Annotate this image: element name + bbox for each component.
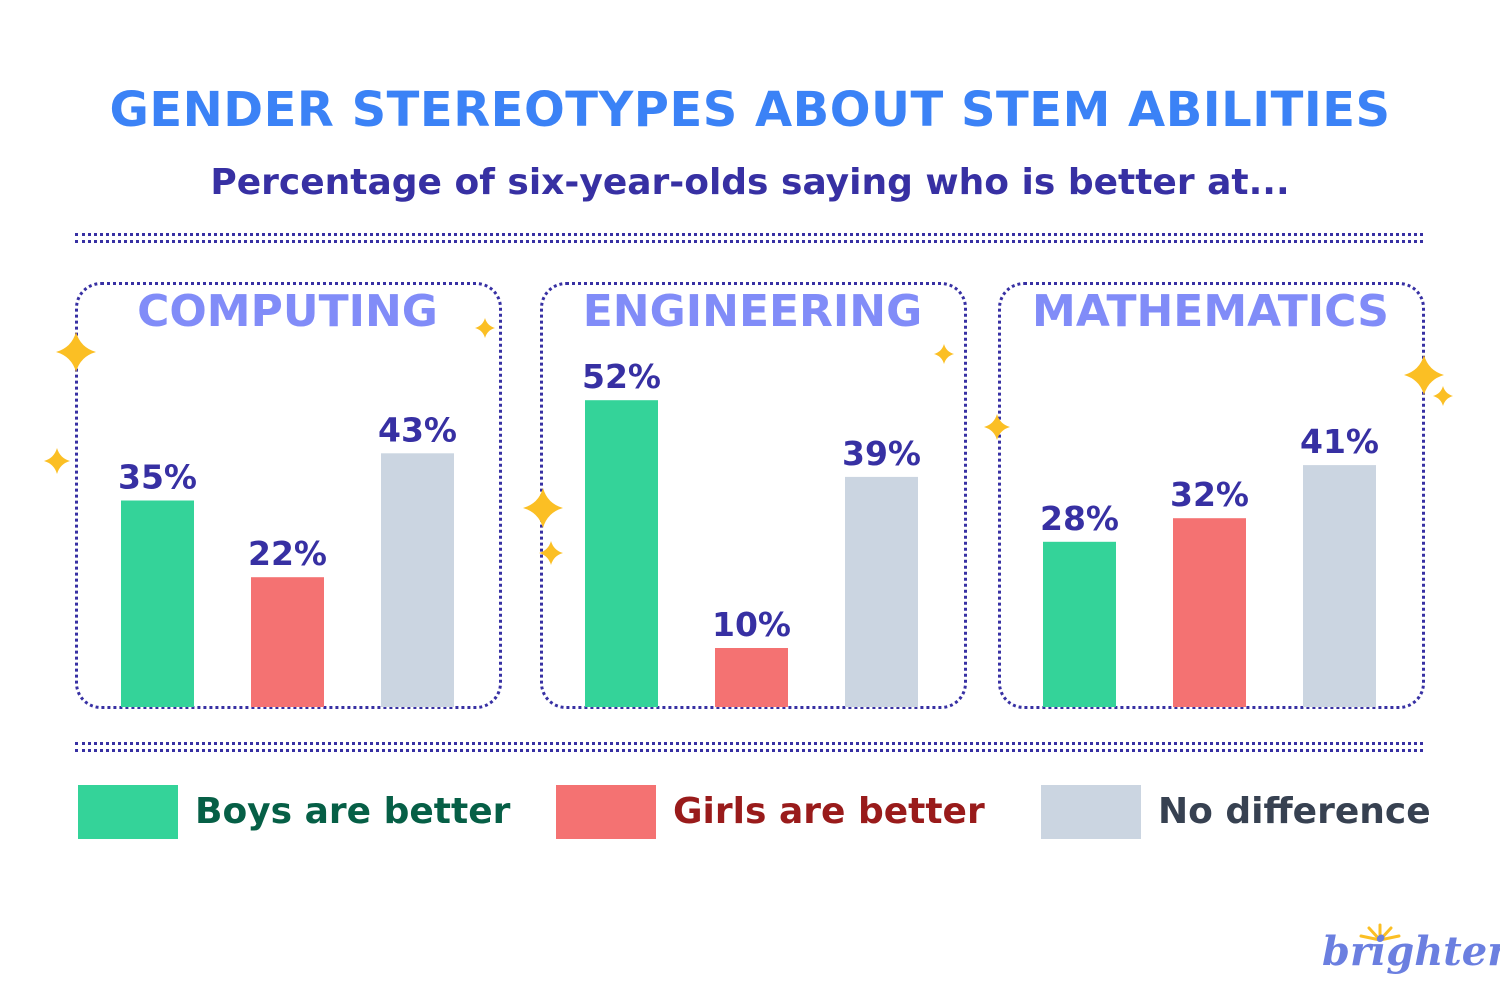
- bar-engineering-0: [585, 400, 658, 707]
- bar-engineering-2: [845, 476, 918, 707]
- bottom-divider: [75, 742, 1423, 752]
- bar-engineering-1: [715, 648, 788, 707]
- sparkle-icon: [984, 414, 1010, 440]
- sparkle-icon: [44, 448, 70, 474]
- panel-title-engineering: ENGINEERING: [582, 286, 923, 337]
- sparkle-icon: [56, 332, 96, 372]
- chart-subtitle: Percentage of six-year-olds saying who i…: [210, 162, 1290, 203]
- legend-swatch-no-difference: [1041, 785, 1141, 839]
- value-label-mathematics-2: 41%: [1300, 422, 1379, 461]
- value-label-engineering-1: 10%: [712, 605, 791, 644]
- legend-label-girls: Girls are better: [673, 791, 985, 832]
- sparkle-icon: [934, 344, 954, 364]
- sparkle-icon: [539, 541, 563, 565]
- sparkle-icon: [523, 488, 563, 528]
- bar-mathematics-1: [1173, 518, 1246, 707]
- panel-title-mathematics: MATHEMATICS: [1032, 286, 1389, 337]
- sparkle-icon: [475, 318, 495, 338]
- value-label-mathematics-1: 32%: [1170, 475, 1249, 514]
- value-label-computing-0: 35%: [118, 458, 197, 497]
- panel-computing: [75, 282, 502, 709]
- bar-computing-2: [381, 453, 454, 707]
- sun-icon: [1359, 923, 1401, 942]
- legend-swatch-boys: [78, 785, 178, 839]
- bar-mathematics-0: [1043, 541, 1116, 707]
- top-divider: [75, 233, 1423, 243]
- brighterly-logo: brighterly: [1322, 928, 1500, 975]
- panel-title-computing: COMPUTING: [137, 286, 438, 337]
- sparkle-icon: [1404, 355, 1444, 395]
- panel-mathematics: [998, 282, 1425, 709]
- legend-label-boys: Boys are better: [195, 791, 511, 832]
- value-label-engineering-2: 39%: [842, 434, 921, 473]
- chart-title: GENDER STEREOTYPES ABOUT STEM ABILITIES: [109, 82, 1391, 138]
- sparkle-icon: [1433, 386, 1453, 406]
- legend-label-no-difference: No difference: [1158, 791, 1431, 832]
- value-label-engineering-0: 52%: [582, 357, 661, 396]
- bar-computing-1: [251, 577, 324, 707]
- legend-swatch-girls: [556, 785, 656, 839]
- bar-mathematics-2: [1303, 465, 1376, 707]
- value-label-computing-2: 43%: [378, 410, 457, 449]
- value-label-computing-1: 22%: [248, 534, 327, 573]
- value-label-mathematics-0: 28%: [1040, 499, 1119, 538]
- bar-computing-0: [121, 500, 194, 707]
